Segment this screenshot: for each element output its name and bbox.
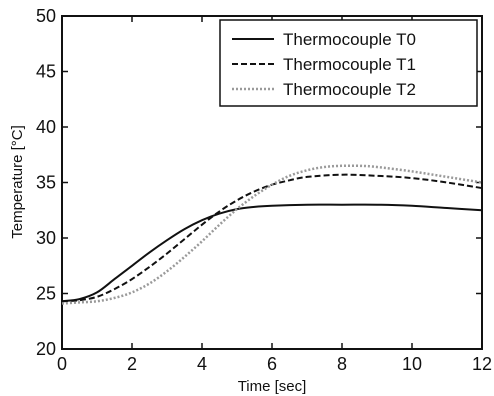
y-tick-label: 50	[36, 6, 56, 26]
legend-label-t0: Thermocouple T0	[283, 30, 416, 49]
y-tick-label: 20	[36, 339, 56, 359]
x-tick-label: 0	[57, 354, 67, 374]
y-tick-label: 35	[36, 173, 56, 193]
y-axis-ticks: 20 25 30 35 40 45 50	[36, 6, 482, 359]
series-lines	[61, 164, 483, 305]
y-tick-label: 40	[36, 117, 56, 137]
x-axis-label: Time [sec]	[238, 378, 307, 395]
legend-label-t2: Thermocouple T2	[283, 80, 416, 99]
x-tick-label: 4	[197, 354, 207, 374]
y-axis-label: Temperature [°C]	[9, 125, 26, 239]
y-tick-label: 30	[36, 228, 56, 248]
x-tick-label: 2	[127, 354, 137, 374]
x-tick-label: 12	[472, 354, 492, 374]
x-tick-label: 8	[337, 354, 347, 374]
series-line-t2	[61, 164, 483, 305]
legend-label-t1: Thermocouple T1	[283, 55, 416, 74]
series-line-t0	[61, 203, 483, 303]
y-tick-label: 45	[36, 62, 56, 82]
x-tick-label: 6	[267, 354, 277, 374]
x-tick-label: 10	[402, 354, 422, 374]
series-line-t1	[61, 173, 483, 303]
y-tick-label: 25	[36, 284, 56, 304]
legend: Thermocouple T0 Thermocouple T1 Thermoco…	[219, 19, 478, 107]
